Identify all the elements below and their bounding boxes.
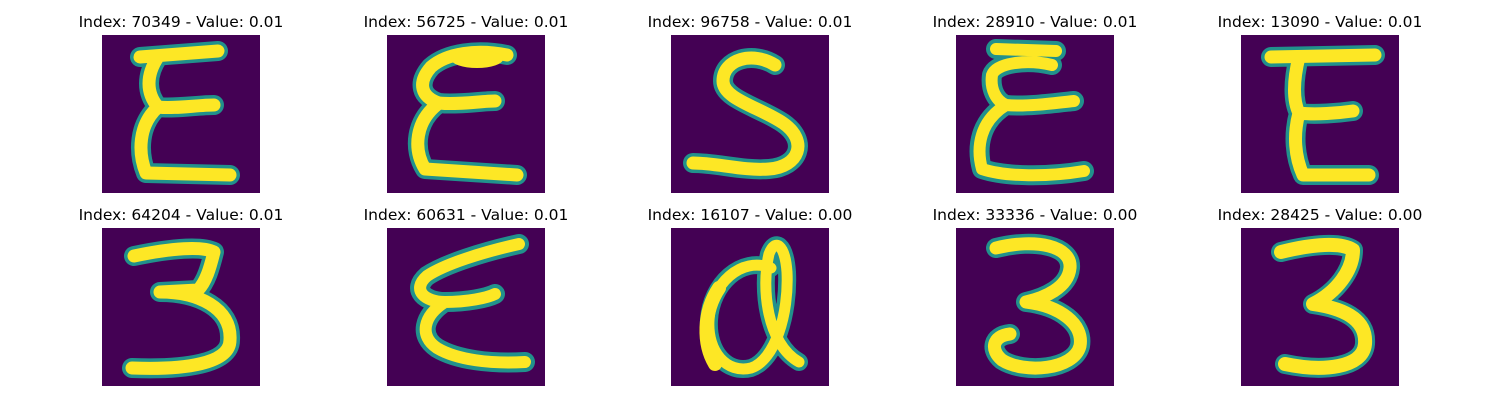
panel-3: Index: 96758 - Value: 0.01	[648, 13, 852, 193]
panel-title: Index: 28910 - Value: 0.01	[932, 13, 1138, 31]
digit-image	[387, 228, 545, 386]
digit-image	[1241, 228, 1399, 386]
digit-image	[387, 35, 545, 193]
panel-4: Index: 28910 - Value: 0.01	[933, 13, 1137, 193]
digit-image	[671, 35, 829, 193]
digit-image	[102, 35, 260, 193]
panel-title: Index: 13090 - Value: 0.01	[1217, 13, 1423, 31]
panel-title: Index: 33336 - Value: 0.00	[932, 206, 1138, 224]
panel-title: Index: 56725 - Value: 0.01	[363, 13, 569, 31]
panel-10: Index: 28425 - Value: 0.00	[1218, 206, 1422, 386]
panel-1: Index: 70349 - Value: 0.01	[79, 13, 283, 193]
panel-7: Index: 60631 - Value: 0.01	[364, 206, 568, 386]
panel-title: Index: 70349 - Value: 0.01	[78, 13, 284, 31]
panel-title: Index: 28425 - Value: 0.00	[1217, 206, 1423, 224]
digit-image	[102, 228, 260, 386]
panel-title: Index: 60631 - Value: 0.01	[363, 206, 569, 224]
panel-title: Index: 16107 - Value: 0.00	[647, 206, 853, 224]
panel-6: Index: 64204 - Value: 0.01	[79, 206, 283, 386]
panel-9: Index: 33336 - Value: 0.00	[933, 206, 1137, 386]
panel-title: Index: 96758 - Value: 0.01	[647, 13, 853, 31]
digit-image	[671, 228, 829, 386]
panel-5: Index: 13090 - Value: 0.01	[1218, 13, 1422, 193]
digit-image	[956, 35, 1114, 193]
panel-2: Index: 56725 - Value: 0.01	[364, 13, 568, 193]
digit-image	[1241, 35, 1399, 193]
panel-title: Index: 64204 - Value: 0.01	[78, 206, 284, 224]
panel-8: Index: 16107 - Value: 0.00	[648, 206, 852, 386]
digit-image	[956, 228, 1114, 386]
